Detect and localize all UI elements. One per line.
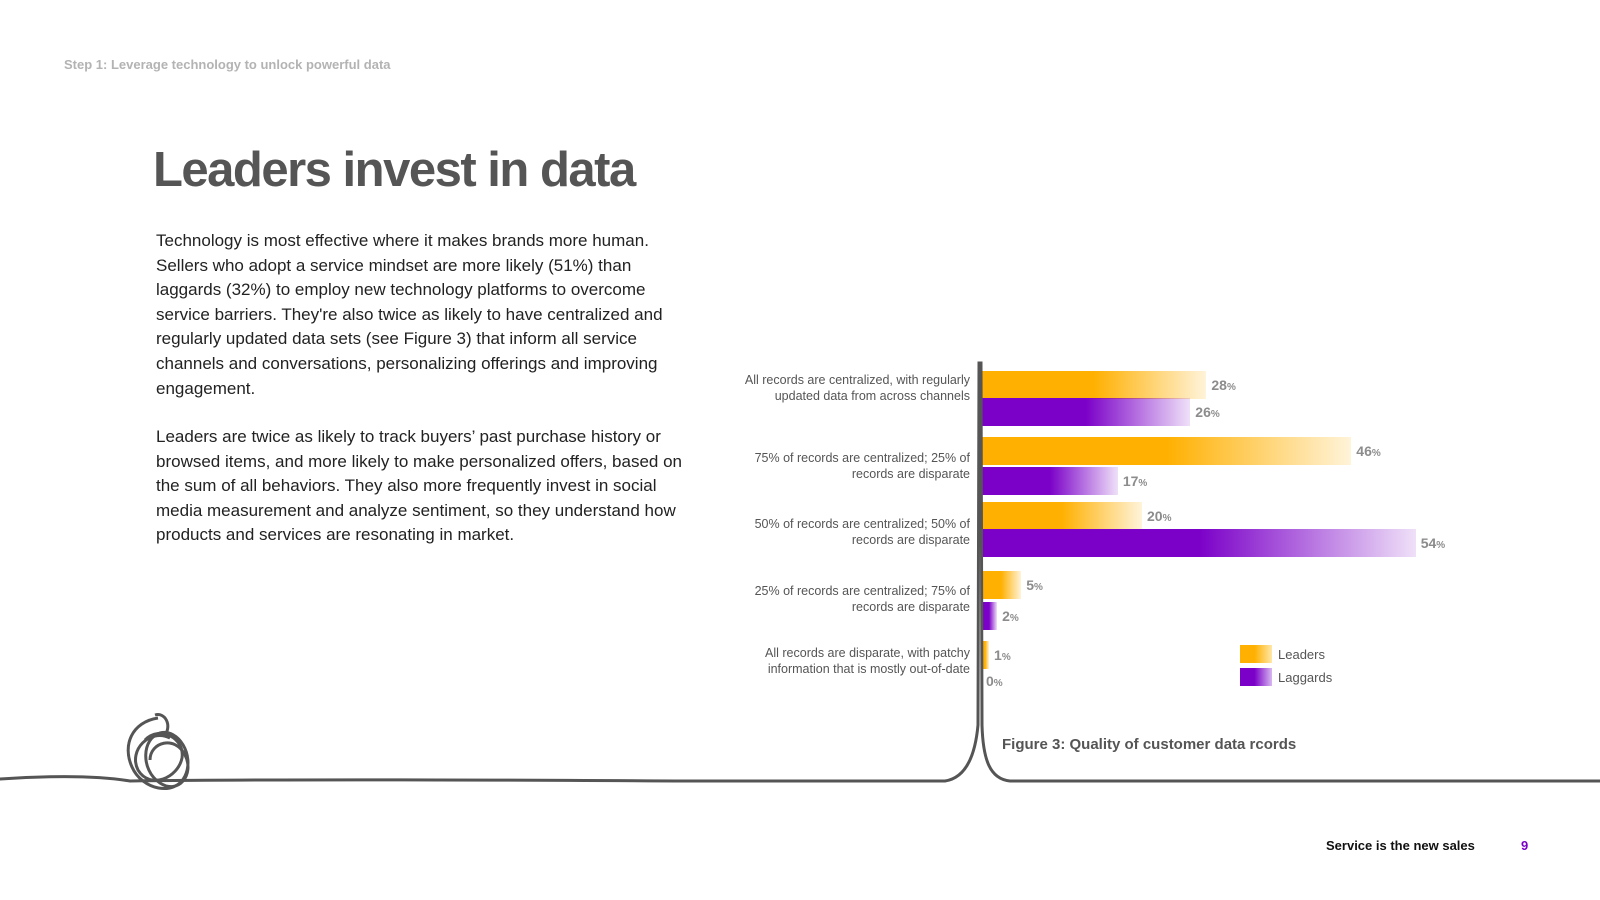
scribble-icon: [126, 713, 190, 791]
value-label-leaders-5: 1%: [994, 647, 1011, 663]
body-paragraph-1: Technology is most effective where it ma…: [156, 231, 663, 398]
bar-leaders-4: [981, 571, 1022, 599]
category-label-2: 75% of records are centralized; 25% of r…: [754, 451, 970, 481]
value-label-leaders-3: 20%: [1147, 508, 1172, 524]
category-label-3: 50% of records are centralized; 50% of r…: [754, 517, 970, 547]
section-step-label: Step 1: Leverage technology to unlock po…: [64, 57, 391, 72]
category-label-1: All records are centralized, with regula…: [744, 373, 970, 403]
bar-laggards-2: [981, 467, 1118, 495]
legend-item-laggards: Laggards: [1240, 668, 1332, 686]
value-label-laggards-5: 0%: [986, 673, 1003, 689]
category-label-5: All records are disparate, with patchy i…: [765, 646, 970, 676]
legend-swatch-leaders: [1240, 645, 1272, 663]
legend-label-laggards: Laggards: [1278, 669, 1333, 685]
figure-caption: Figure 3: Quality of customer data rcord…: [1002, 736, 1297, 753]
legend-item-leaders: Leaders: [1240, 645, 1325, 663]
category-label-4: 25% of records are centralized; 75% of r…: [754, 584, 970, 614]
legend-swatch-laggards: [1240, 668, 1272, 686]
value-label-laggards-3: 54%: [1420, 535, 1446, 551]
baseline-swoosh: [0, 361, 1600, 783]
bar-leaders-3: [981, 502, 1142, 530]
bar-laggards-1: [981, 398, 1191, 426]
value-label-leaders-4: 5%: [1026, 577, 1043, 593]
bar-laggards-4: [981, 602, 998, 630]
value-label-laggards-1: 26%: [1195, 404, 1220, 420]
bar-laggards-3: [981, 529, 1416, 557]
bar-leaders-1: [981, 371, 1207, 399]
value-label-leaders-1: 28%: [1211, 377, 1236, 393]
value-label-laggards-4: 2%: [1002, 608, 1019, 624]
footer-title: Service is the new sales: [1326, 838, 1475, 853]
page-title: Leaders invest in data: [153, 143, 636, 197]
bar-leaders-2: [981, 437, 1352, 465]
legend-label-leaders: Leaders: [1278, 646, 1325, 662]
page-number: 9: [1521, 838, 1529, 853]
value-label-laggards-2: 17%: [1122, 473, 1148, 489]
bar-leaders-5: [981, 641, 990, 669]
value-label-leaders-2: 46%: [1356, 443, 1381, 459]
body-paragraph-2: Leaders are twice as likely to track buy…: [156, 427, 683, 545]
